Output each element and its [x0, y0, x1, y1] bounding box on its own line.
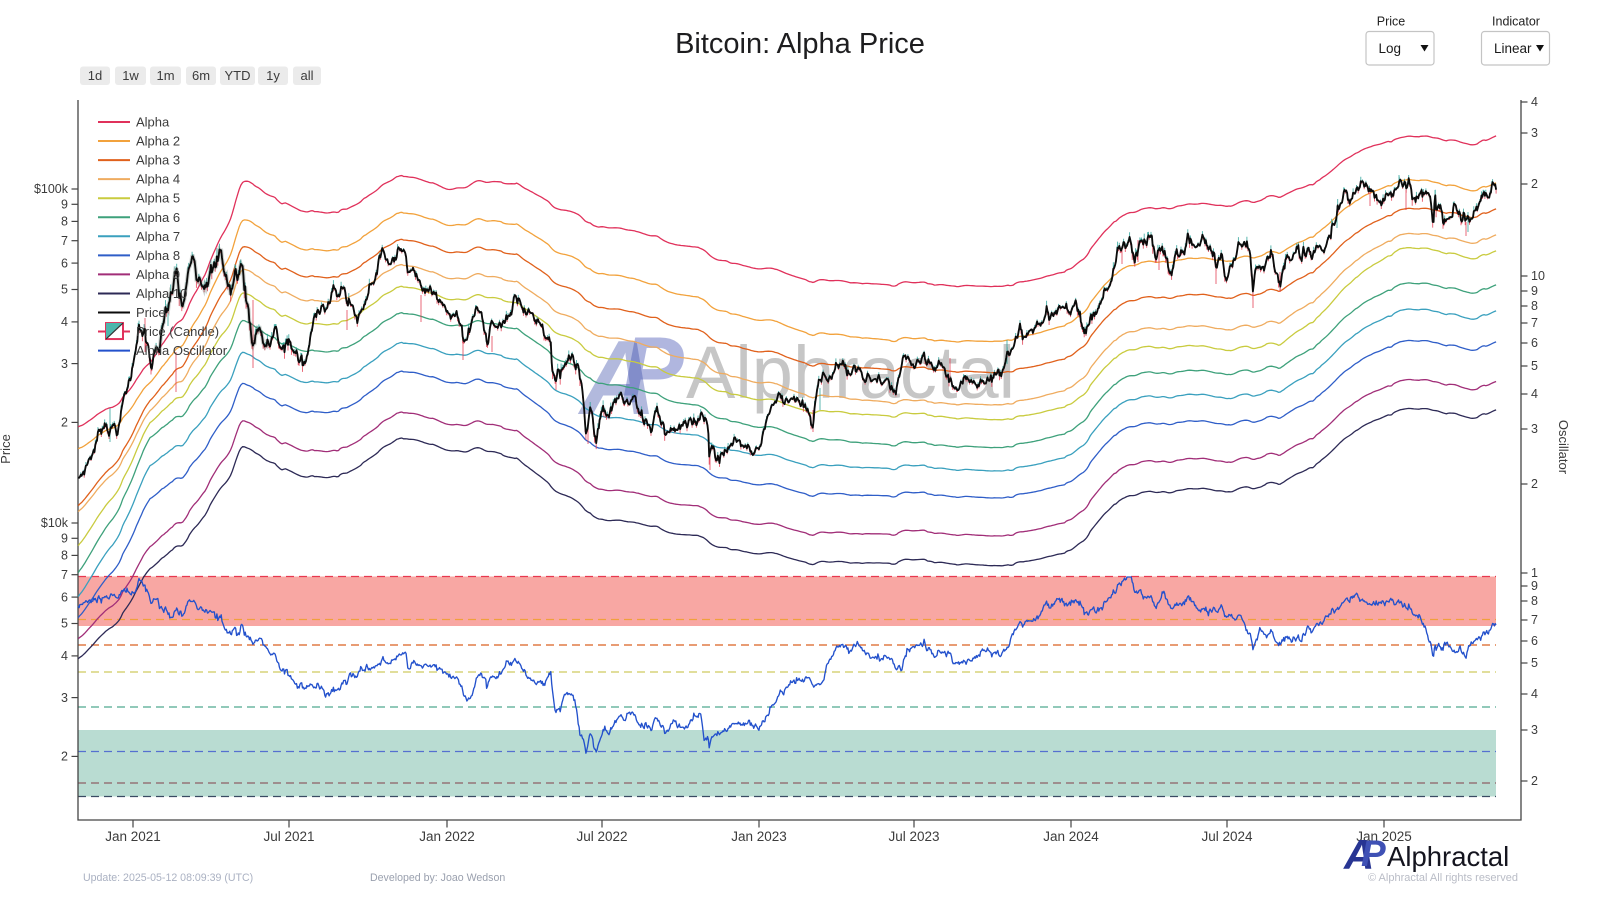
- svg-text:5: 5: [1531, 656, 1538, 670]
- svg-text:3: 3: [61, 357, 68, 371]
- svg-text:2: 2: [61, 750, 68, 764]
- svg-text:© Alphractal All rights reserv: © Alphractal All rights reserved: [1368, 872, 1518, 884]
- svg-text:YTD: YTD: [225, 68, 251, 83]
- svg-text:1d: 1d: [88, 68, 102, 83]
- svg-text:$100k: $100k: [34, 182, 69, 196]
- svg-text:Jan 2022: Jan 2022: [419, 829, 475, 844]
- svg-text:3: 3: [1531, 422, 1538, 436]
- svg-text:P: P: [621, 317, 684, 422]
- svg-text:$10k: $10k: [41, 516, 69, 530]
- svg-text:9: 9: [61, 532, 68, 546]
- svg-text:Jan 2023: Jan 2023: [731, 829, 787, 844]
- svg-text:4: 4: [1531, 387, 1538, 401]
- svg-text:Alpha 5: Alpha 5: [136, 191, 180, 206]
- svg-text:6m: 6m: [192, 68, 210, 83]
- svg-text:Alpha 3: Alpha 3: [136, 153, 180, 168]
- svg-text:2: 2: [61, 416, 68, 430]
- svg-text:Price: Price: [136, 305, 166, 320]
- svg-text:3: 3: [1531, 126, 1538, 140]
- svg-text:8: 8: [1531, 594, 1538, 608]
- svg-text:1y: 1y: [266, 68, 280, 83]
- svg-text:3: 3: [1531, 723, 1538, 737]
- svg-text:2: 2: [1531, 477, 1538, 491]
- svg-text:2: 2: [1531, 177, 1538, 191]
- svg-text:Jul 2022: Jul 2022: [576, 829, 627, 844]
- svg-text:4: 4: [1531, 95, 1538, 109]
- svg-text:7: 7: [61, 234, 68, 248]
- svg-text:8: 8: [61, 549, 68, 563]
- svg-text:Update: 2025-05-12 08:09:39 (U: Update: 2025-05-12 08:09:39 (UTC): [83, 872, 253, 884]
- svg-text:A: A: [1343, 831, 1374, 878]
- svg-text:8: 8: [1531, 299, 1538, 313]
- svg-text:5: 5: [1531, 359, 1538, 373]
- svg-text:8: 8: [61, 215, 68, 229]
- svg-text:Linear: Linear: [1494, 41, 1532, 56]
- svg-text:Jan 2021: Jan 2021: [105, 829, 161, 844]
- svg-text:Jul 2021: Jul 2021: [263, 829, 314, 844]
- svg-text:2: 2: [1531, 774, 1538, 788]
- svg-text:Price: Price: [0, 434, 13, 464]
- svg-text:Alpha 9: Alpha 9: [136, 267, 180, 282]
- svg-text:Alpha 8: Alpha 8: [136, 248, 180, 263]
- svg-text:Jul 2024: Jul 2024: [1201, 829, 1253, 844]
- svg-text:9: 9: [61, 198, 68, 212]
- svg-text:1: 1: [1531, 566, 1538, 580]
- svg-text:P: P: [1361, 833, 1386, 874]
- svg-text:Alpha 2: Alpha 2: [136, 134, 180, 149]
- svg-text:Alpha 4: Alpha 4: [136, 172, 180, 187]
- svg-text:Jan 2025: Jan 2025: [1356, 829, 1412, 844]
- svg-text:6: 6: [1531, 634, 1538, 648]
- svg-text:Alphractal: Alphractal: [1387, 841, 1509, 872]
- svg-text:6: 6: [61, 256, 68, 270]
- svg-text:7: 7: [61, 568, 68, 582]
- svg-text:6: 6: [61, 590, 68, 604]
- svg-text:Indicator: Indicator: [1492, 15, 1540, 29]
- svg-text:Alpha 10: Alpha 10: [136, 286, 187, 301]
- svg-text:all: all: [300, 68, 313, 83]
- svg-text:3: 3: [61, 691, 68, 705]
- svg-text:10: 10: [1531, 269, 1545, 283]
- svg-text:6: 6: [1531, 336, 1538, 350]
- svg-text:7: 7: [1531, 316, 1538, 330]
- svg-text:1w: 1w: [122, 68, 139, 83]
- svg-text:9: 9: [1531, 284, 1538, 298]
- svg-text:1m: 1m: [156, 68, 174, 83]
- svg-text:Alpha: Alpha: [136, 115, 170, 130]
- svg-text:Log: Log: [1379, 41, 1402, 56]
- svg-text:Jul 2023: Jul 2023: [888, 829, 939, 844]
- svg-text:Developed by: Joao Wedson: Developed by: Joao Wedson: [370, 872, 505, 884]
- svg-text:4: 4: [61, 649, 68, 663]
- svg-text:Price (Candle): Price (Candle): [136, 324, 219, 339]
- svg-text:5: 5: [61, 617, 68, 631]
- svg-text:9: 9: [1531, 579, 1538, 593]
- svg-text:4: 4: [61, 315, 68, 329]
- svg-text:4: 4: [1531, 687, 1538, 701]
- svg-text:7: 7: [1531, 613, 1538, 627]
- svg-text:Jan 2024: Jan 2024: [1043, 829, 1099, 844]
- svg-text:Bitcoin: Alpha Price: Bitcoin: Alpha Price: [675, 28, 925, 60]
- svg-text:Alpha 6: Alpha 6: [136, 210, 180, 225]
- svg-text:Alphractal: Alphractal: [686, 331, 1015, 414]
- svg-text:5: 5: [61, 283, 68, 297]
- svg-text:Oscillator: Oscillator: [1556, 420, 1571, 475]
- svg-text:Alpha Oscillator: Alpha Oscillator: [136, 343, 228, 358]
- svg-text:Price: Price: [1377, 15, 1406, 29]
- svg-text:Alpha 7: Alpha 7: [136, 229, 180, 244]
